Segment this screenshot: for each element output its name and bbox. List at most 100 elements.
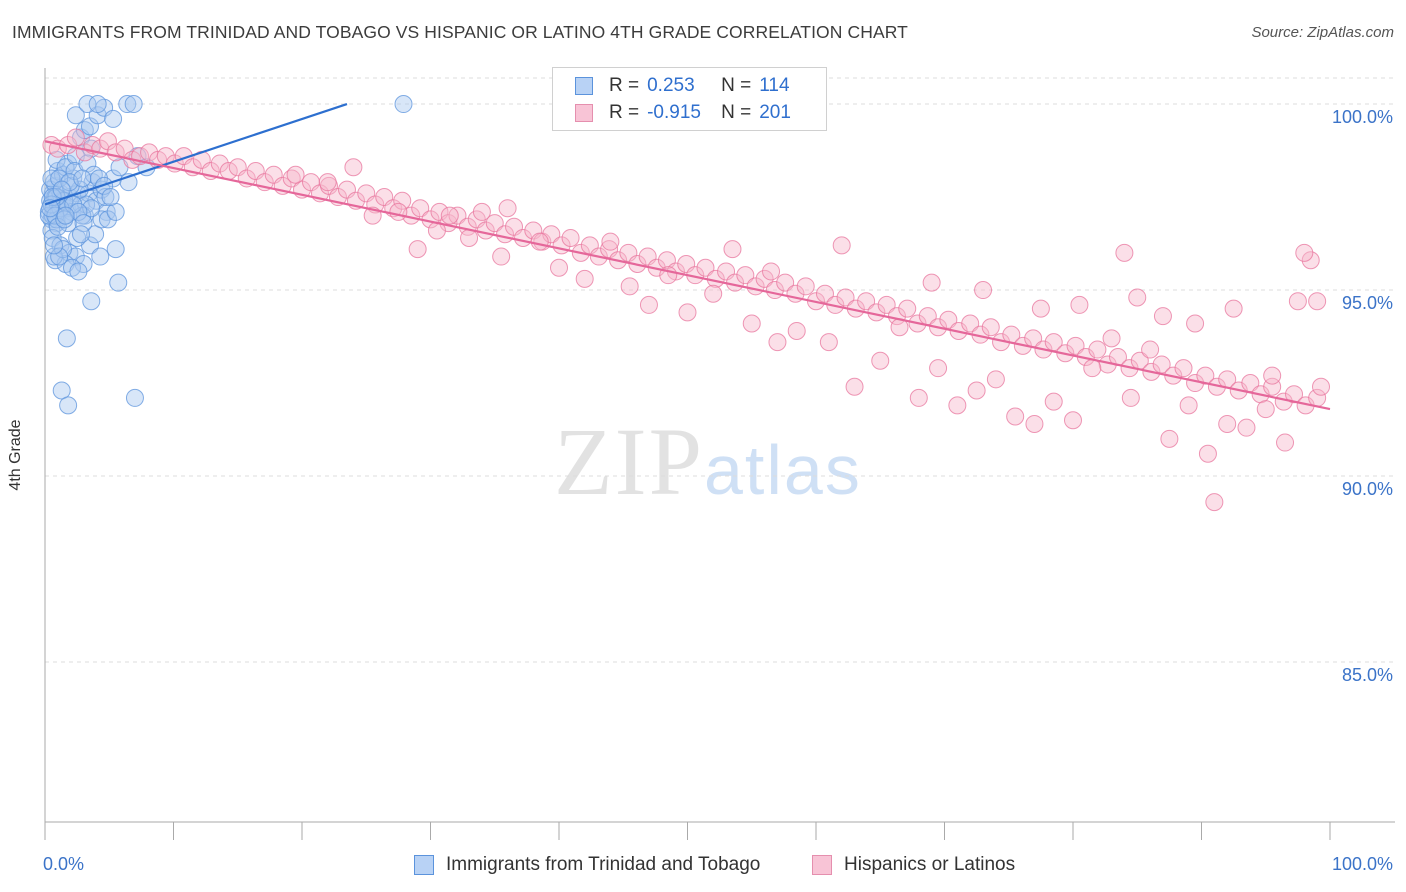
correlation-legend: R = 0.253 N = 114 R = -0.915 N = 201 xyxy=(552,67,827,131)
point-hispanic-latino xyxy=(1044,392,1063,411)
point-hispanic-latino xyxy=(898,299,917,318)
point-hispanic-latino xyxy=(1064,411,1082,430)
point-hispanic-latino xyxy=(736,266,755,285)
point-trinidad-tobago xyxy=(56,206,75,225)
point-trinidad-tobago xyxy=(43,228,62,247)
point-hispanic-latino xyxy=(1218,414,1237,433)
point-hispanic-latino xyxy=(1295,243,1314,262)
point-hispanic-latino xyxy=(787,321,806,340)
point-trinidad-tobago xyxy=(50,247,69,266)
point-trinidad-tobago xyxy=(82,292,101,311)
y-tick-label: 85.0% xyxy=(1342,665,1393,685)
point-hispanic-latino xyxy=(620,277,639,296)
point-hispanic-latino xyxy=(1066,336,1085,355)
chart-title: IMMIGRANTS FROM TRINIDAD AND TOBAGO VS H… xyxy=(12,22,908,42)
point-hispanic-latino xyxy=(742,314,761,333)
legend-n-label: N = xyxy=(721,75,752,96)
point-hispanic-latino xyxy=(530,232,549,251)
point-hispanic-latino xyxy=(408,240,427,259)
point-hispanic-latino xyxy=(768,333,787,352)
trendline-trinidad-tobago xyxy=(44,102,348,206)
point-hispanic-latino xyxy=(909,388,928,407)
point-trinidad-tobago xyxy=(73,169,92,188)
point-hispanic-latino xyxy=(986,370,1005,389)
point-hispanic-latino xyxy=(601,232,620,251)
x-tick-label: 0.0% xyxy=(43,854,84,874)
legend-n-value: 201 xyxy=(759,102,791,123)
point-hispanic-latino xyxy=(448,206,467,225)
legend-n-label: N = xyxy=(721,102,752,123)
point-hispanic-latino xyxy=(1141,340,1160,359)
point-hispanic-latino xyxy=(1288,292,1307,311)
bottom-legend-item-2: Hispanics or Latinos xyxy=(812,852,1015,878)
point-hispanic-latino xyxy=(411,199,430,218)
bottom-legend-label: Hispanics or Latinos xyxy=(844,854,1016,875)
point-hispanic-latino xyxy=(1174,359,1193,378)
bottom-legend-label: Immigrants from Trinidad and Tobago xyxy=(446,854,761,875)
point-hispanic-latino xyxy=(1276,433,1295,452)
point-hispanic-latino xyxy=(948,396,967,415)
y-axis-title: 4th Grade xyxy=(7,419,24,491)
point-hispanic-latino xyxy=(1083,359,1102,378)
bottom-legend-item-1: Immigrants from Trinidad and Tobago xyxy=(414,852,760,878)
bottom-legend-swatch-blue xyxy=(414,855,434,875)
point-hispanic-latino xyxy=(877,295,896,314)
legend-r-value: -0.915 xyxy=(647,102,701,123)
legend-n-value: 114 xyxy=(759,75,790,96)
point-trinidad-tobago xyxy=(74,214,93,233)
point-hispanic-latino xyxy=(723,240,742,259)
point-trinidad-tobago xyxy=(57,329,76,348)
legend-swatch-pink xyxy=(575,104,593,122)
point-hispanic-latino xyxy=(1179,396,1198,415)
point-hispanic-latino xyxy=(575,269,594,288)
point-hispanic-latino xyxy=(344,158,363,177)
point-trinidad-tobago xyxy=(86,225,105,244)
point-hispanic-latino xyxy=(318,173,337,192)
point-hispanic-latino xyxy=(440,206,459,225)
watermark-zip: ZIP xyxy=(554,408,704,515)
point-trinidad-tobago xyxy=(124,95,143,114)
point-hispanic-latino xyxy=(1160,429,1179,448)
point-trinidad-tobago xyxy=(44,236,63,255)
point-trinidad-tobago xyxy=(71,225,90,244)
point-hispanic-latino xyxy=(1153,307,1172,326)
point-hispanic-latino xyxy=(498,199,517,218)
point-hispanic-latino xyxy=(1301,251,1320,270)
point-trinidad-tobago xyxy=(91,247,110,266)
point-hispanic-latino xyxy=(140,143,159,162)
point-hispanic-latino xyxy=(1115,243,1134,262)
point-hispanic-latino xyxy=(981,318,1000,337)
legend-r-label: R = xyxy=(609,102,640,123)
point-hispanic-latino xyxy=(1128,288,1147,307)
watermark: ZIPatlas xyxy=(554,406,862,517)
point-hispanic-latino xyxy=(696,258,715,277)
point-hispanic-latino xyxy=(845,377,864,396)
point-trinidad-tobago xyxy=(78,95,97,114)
point-hispanic-latino xyxy=(1237,418,1256,437)
point-hispanic-latino xyxy=(1205,493,1224,512)
point-trinidad-tobago xyxy=(104,109,123,128)
point-hispanic-latino xyxy=(1121,388,1140,407)
point-hispanic-latino xyxy=(836,288,855,307)
point-hispanic-latino xyxy=(1308,292,1327,311)
point-trinidad-tobago xyxy=(92,210,111,229)
point-trinidad-tobago xyxy=(101,188,120,207)
legend-row-series-1: R = 0.253 N = 114 xyxy=(575,73,790,99)
legend-r-value: 0.253 xyxy=(647,75,695,96)
point-hispanic-latino xyxy=(1186,314,1205,333)
point-trinidad-tobago xyxy=(52,381,71,400)
point-hispanic-latino xyxy=(678,303,697,322)
point-hispanic-latino xyxy=(1102,329,1121,348)
point-hispanic-latino xyxy=(389,202,408,221)
point-hispanic-latino xyxy=(286,165,305,184)
point-trinidad-tobago xyxy=(125,388,144,407)
point-hispanic-latino xyxy=(929,359,948,378)
point-hispanic-latino xyxy=(1088,340,1107,359)
point-hispanic-latino xyxy=(639,295,658,314)
bottom-legend-swatch-pink xyxy=(812,855,832,875)
point-hispanic-latino xyxy=(974,281,993,300)
point-hispanic-latino xyxy=(1263,366,1282,385)
point-hispanic-latino xyxy=(393,191,412,210)
y-tick-label: 90.0% xyxy=(1342,479,1393,499)
